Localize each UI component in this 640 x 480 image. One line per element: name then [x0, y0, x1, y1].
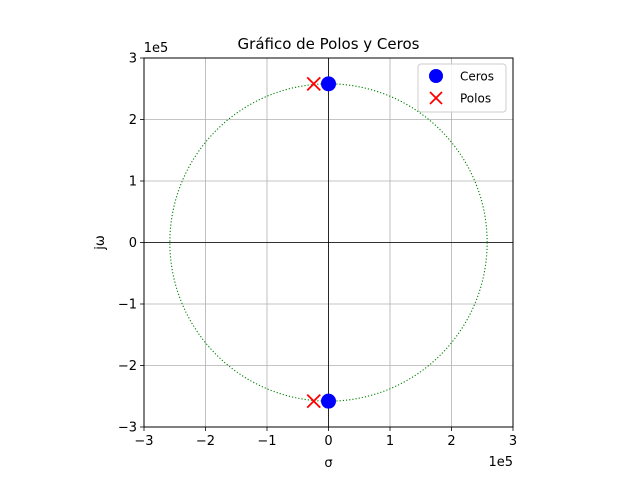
zero-axes	[144, 58, 513, 427]
y-tick-label: 0	[129, 236, 137, 251]
reference-circle	[169, 83, 488, 402]
y-tick-label: −3	[118, 421, 137, 436]
legend-ceros-label: Ceros	[460, 70, 494, 84]
data-points	[306, 76, 336, 409]
y-axis-label: jω	[93, 235, 108, 251]
legend-polos-marker	[429, 91, 443, 105]
x-tick-label: −3	[134, 434, 153, 449]
x-tick-label: −1	[257, 434, 276, 449]
chart-title: Gráfico de Polos y Ceros	[238, 35, 420, 53]
legend-polos-label: Polos	[460, 92, 491, 106]
y-axis-scale-label: 1e5	[144, 41, 169, 56]
y-tick-label: −1	[118, 298, 137, 313]
zero-marker	[321, 393, 336, 409]
x-tick-label: 2	[447, 434, 455, 449]
y-tick-label: 3	[129, 52, 137, 67]
axis-ticks: −3 −2 −1 0 1 2 3 −3 −2 −1 0 1 2 3	[118, 52, 517, 450]
y-tick-label: −2	[118, 359, 137, 374]
x-axis-scale-label: 1e5	[488, 455, 513, 470]
x-tick-label: 3	[509, 434, 517, 449]
x-axis-label: σ	[324, 456, 332, 471]
x-tick-label: −2	[196, 434, 215, 449]
legend-ceros-marker	[429, 69, 443, 83]
pole-marker	[306, 394, 321, 409]
pole-marker	[306, 76, 321, 91]
y-tick-label: 1	[129, 175, 137, 190]
legend: Ceros Polos	[417, 63, 507, 113]
zero-marker	[321, 76, 336, 92]
y-tick-label: 2	[129, 113, 137, 128]
x-tick-label: 0	[324, 434, 332, 449]
x-tick-label: 1	[386, 434, 394, 449]
